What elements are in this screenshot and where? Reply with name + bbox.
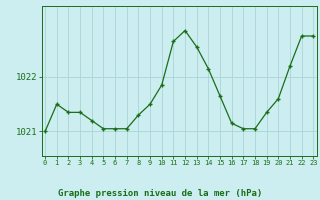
Text: Graphe pression niveau de la mer (hPa): Graphe pression niveau de la mer (hPa)	[58, 189, 262, 198]
